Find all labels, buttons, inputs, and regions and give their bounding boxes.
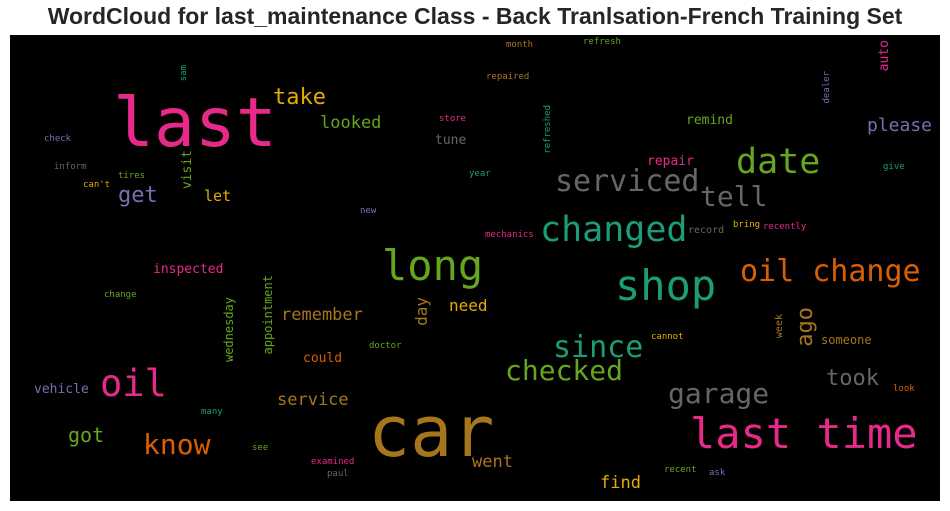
word-car: car xyxy=(368,391,495,473)
word-looked: looked xyxy=(320,113,382,133)
word-change: change xyxy=(104,290,137,300)
word-dealer: dealer xyxy=(822,71,832,104)
word-changed: changed xyxy=(540,210,688,250)
chart-title: WordCloud for last_maintenance Class - B… xyxy=(47,3,903,29)
word-need: need xyxy=(449,296,488,315)
word-inspected: inspected xyxy=(153,262,224,277)
word-find: find xyxy=(600,473,641,493)
word-bring: bring xyxy=(733,220,761,230)
word-long: long xyxy=(382,241,484,290)
word-went: went xyxy=(472,452,513,472)
word-record: record xyxy=(688,225,725,236)
word-remind: remind xyxy=(686,113,733,128)
word-inform: inform xyxy=(54,162,87,172)
word-can-t: can't xyxy=(83,180,111,190)
word-see: see xyxy=(252,443,269,453)
word-serviced: serviced xyxy=(555,164,700,199)
word-let: let xyxy=(204,187,232,205)
word-new: new xyxy=(360,206,377,216)
word-appointment: appointment xyxy=(261,275,275,355)
word-doctor: doctor xyxy=(369,341,402,351)
word-many: many xyxy=(201,407,223,417)
word-tune: tune xyxy=(435,133,467,148)
word-mechanics: mechanics xyxy=(485,230,534,240)
word-refreshed: refreshed xyxy=(543,105,553,154)
word-last: last xyxy=(113,84,277,163)
word-check: check xyxy=(44,134,72,144)
word-service: service xyxy=(277,390,349,410)
word-garage: garage xyxy=(668,377,770,410)
word-checked: checked xyxy=(505,354,624,387)
word-paul: paul xyxy=(327,469,349,479)
word-took: took xyxy=(826,366,879,391)
word-wednesday: wednesday xyxy=(222,297,236,363)
word-give: give xyxy=(883,162,905,172)
word-year: year xyxy=(469,169,491,179)
word-tires: tires xyxy=(118,171,146,181)
word-get: get xyxy=(118,183,158,208)
word-look: look xyxy=(893,384,915,394)
word-examined: examined xyxy=(311,457,355,467)
word-since: since xyxy=(553,330,644,365)
word-shop: shop xyxy=(615,261,717,310)
word-oil-change: oil change xyxy=(740,254,921,289)
word-date: date xyxy=(736,142,821,182)
word-could: could xyxy=(303,351,343,366)
word-got: got xyxy=(68,423,105,447)
word-know: know xyxy=(143,428,211,461)
word-auto: auto xyxy=(877,40,892,72)
word-recent: recent xyxy=(664,465,697,475)
word-oil: oil xyxy=(100,362,167,405)
word-please: please xyxy=(867,115,933,136)
word-cannot: cannot xyxy=(651,332,684,342)
word-store: store xyxy=(439,114,467,124)
word-tell: tell xyxy=(700,180,768,213)
word-refresh: refresh xyxy=(583,37,621,47)
word-visit: visit xyxy=(180,150,195,190)
word-ask: ask xyxy=(709,468,726,478)
word-last-time: last time xyxy=(690,409,918,458)
word-sam: sam xyxy=(179,65,189,82)
word-cloud: last car shop long last time changed date oil c… xyxy=(10,35,940,501)
word-ago: ago xyxy=(793,307,818,347)
word-week: week xyxy=(774,314,785,339)
word-someone: someone xyxy=(821,333,872,347)
word-repaired: repaired xyxy=(486,72,530,82)
word-remember: remember xyxy=(281,305,363,325)
word-day: day xyxy=(412,297,431,326)
word-month: month xyxy=(506,40,534,50)
word-take: take xyxy=(273,85,326,110)
word-recently: recently xyxy=(763,222,807,232)
word-vehicle: vehicle xyxy=(34,382,89,397)
word-repair: repair xyxy=(647,154,694,169)
